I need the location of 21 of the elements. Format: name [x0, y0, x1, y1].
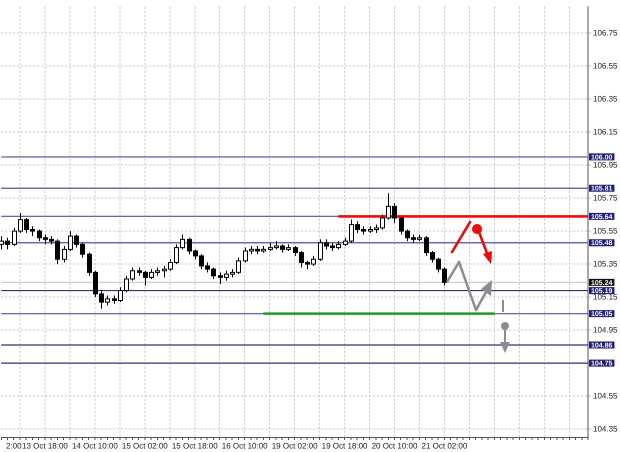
- y-tick-label: 106.15: [593, 127, 618, 136]
- x-tick-label: 20 Oct 10:00: [372, 441, 418, 450]
- x-tick-label: 13 Oct 18:00: [22, 441, 68, 450]
- x-tick-label: 16 Oct 10:00: [222, 441, 268, 450]
- y-tick-label: 104.95: [593, 325, 618, 334]
- y-tick-label: 106.55: [593, 61, 618, 70]
- y-tick-label: 106.35: [593, 94, 618, 104]
- y-tick-label: 106.75: [593, 28, 618, 38]
- y-tick-label: 105.75: [593, 193, 618, 202]
- x-tick-label: 19 Oct 02:00: [272, 441, 318, 450]
- x-tick-label: 2:00: [6, 441, 22, 450]
- x-tick-label: 15 Oct 02:00: [122, 441, 168, 450]
- y-tick-label: 104.35: [593, 424, 618, 434]
- y-tick-label: 104.55: [593, 391, 618, 400]
- x-tick-label: 19 Oct 18:00: [322, 441, 368, 450]
- x-tick-label: 21 Oct 02:00: [422, 441, 468, 450]
- y-tick-label: 105.35: [593, 259, 618, 268]
- y-tick-label: 105.95: [593, 160, 618, 170]
- x-tick-label: 14 Oct 10:00: [72, 441, 118, 450]
- y-tick-label: 105.55: [593, 226, 618, 236]
- x-tick-label: 15 Oct 18:00: [172, 441, 218, 450]
